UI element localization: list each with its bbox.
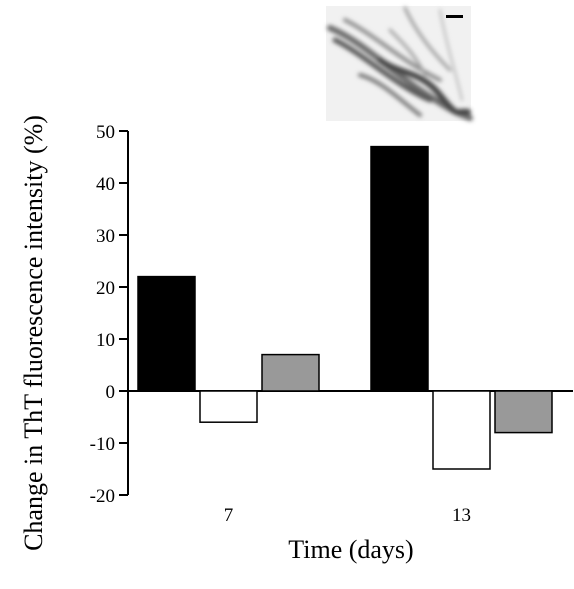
- y-tick-label: 0: [106, 382, 116, 403]
- y-tick-label: -20: [90, 486, 115, 507]
- y-tick-label: 10: [96, 330, 115, 351]
- x-tick-label: 13: [452, 505, 471, 526]
- y-tick-label: 30: [96, 226, 115, 247]
- y-tick-label: -10: [90, 434, 115, 455]
- y-tick-label: 20: [96, 278, 115, 299]
- bars: [137, 145, 553, 470]
- y-tick-label: 50: [96, 122, 115, 143]
- bar-13-series-2: [432, 390, 491, 470]
- bar-13-series-3: [494, 390, 553, 434]
- x-tick-label: 7: [224, 505, 234, 526]
- y-tick-label: 40: [96, 174, 115, 195]
- bar-13-series-1: [370, 145, 429, 392]
- bar-7-series-3: [261, 353, 320, 392]
- x-tick-labels: 7 13: [224, 505, 471, 526]
- scale-bar: [446, 15, 463, 18]
- bar-7-series-1: [137, 275, 196, 392]
- x-axis-title: Time (days): [288, 535, 413, 564]
- y-axis-title: Change in ThT fluorescence intensity (%): [19, 115, 48, 551]
- y-ticks: 50 40 30 20 10 0 -10 -20: [90, 122, 128, 507]
- micrograph-inset: [326, 6, 473, 121]
- bar-7-series-2: [199, 390, 258, 423]
